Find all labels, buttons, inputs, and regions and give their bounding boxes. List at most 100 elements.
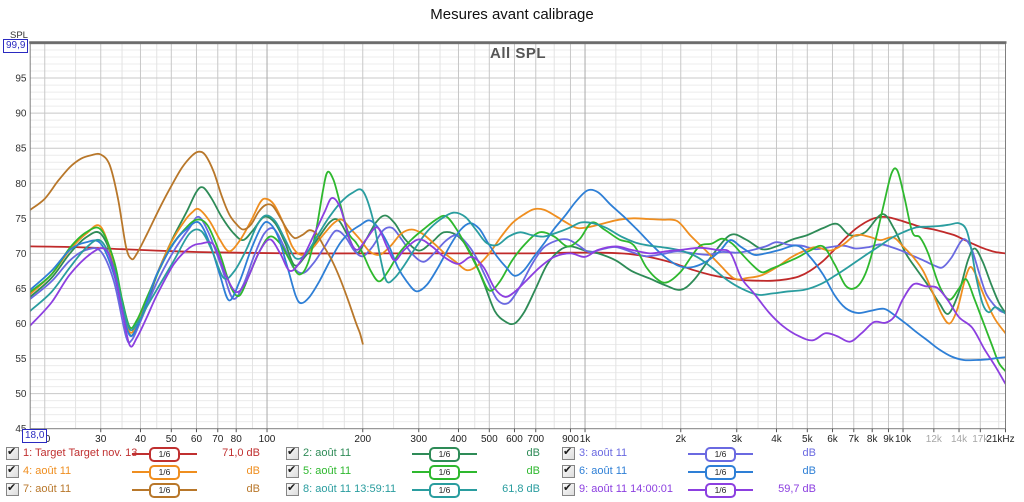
x-tick-label: 200: [354, 434, 371, 445]
smoothing-control-4[interactable]: 1/6: [132, 464, 197, 480]
legend-item-9: ✔ 9: août 11 14:00:01 1/6 59,7 dB: [560, 482, 838, 498]
smoothing-badge: 1/6: [429, 464, 460, 480]
check-icon: ✔: [563, 446, 573, 458]
check-icon: ✔: [287, 482, 297, 494]
check-icon: ✔: [287, 446, 297, 458]
y-tick-label: 50: [15, 389, 27, 400]
trace-checkbox-7[interactable]: ✔: [6, 482, 19, 496]
smoothing-control-2[interactable]: 1/6: [412, 446, 477, 462]
check-icon: ✔: [7, 482, 17, 494]
spl-chart[interactable]: 9590858075706560555045203040506070801002…: [0, 0, 1024, 445]
x-tick-label: 80: [231, 434, 243, 445]
smoothing-control-9[interactable]: 1/6: [688, 482, 753, 498]
chart-title: All SPL: [489, 45, 546, 62]
trace-label: 8: août 11 13:59:11: [303, 483, 397, 495]
smoothing-control-6[interactable]: 1/6: [688, 464, 753, 480]
trace-checkbox-8[interactable]: ✔: [286, 482, 299, 496]
trace-label: 1: Target Target nov. 13: [23, 447, 138, 459]
legend-item-3: ✔ 3: août 11 1/6 dB: [560, 446, 838, 462]
trace-checkbox-5[interactable]: ✔: [286, 464, 299, 478]
trace-label: 3: août 11: [579, 447, 628, 459]
x-tick-label: 300: [410, 434, 427, 445]
x-tick-label: 21kHz: [986, 434, 1014, 445]
x-tick-label: 600: [506, 434, 523, 445]
trace-label: 5: août 11: [303, 465, 352, 477]
x-axis-min-input[interactable]: 18,0: [22, 429, 48, 443]
x-tick-label: 9k: [883, 434, 895, 445]
legend-item-5: ✔ 5: août 11 1/6 dB: [284, 464, 562, 480]
x-tick-label: 50: [166, 434, 178, 445]
y-tick-label: 45: [15, 424, 27, 435]
trace-color-line: [180, 453, 197, 455]
curve-8: [30, 188, 1006, 332]
trace-label: 7: août 11: [23, 483, 72, 495]
y-tick-label: 80: [15, 179, 27, 190]
y-tick-label: 95: [15, 74, 27, 85]
smoothing-control-8[interactable]: 1/6: [412, 482, 477, 498]
legend-item-8: ✔ 8: août 11 13:59:11 1/6 61,8 dB: [284, 482, 562, 498]
check-icon: ✔: [7, 446, 17, 458]
trace-checkbox-3[interactable]: ✔: [562, 446, 575, 460]
y-tick-label: 90: [15, 109, 27, 120]
x-tick-label: 8k: [867, 434, 879, 445]
smoothing-badge: 1/6: [429, 446, 460, 462]
curve-7: [30, 150, 364, 345]
trace-level-value: 61,8 dB: [502, 483, 540, 495]
x-tick-label: 30: [95, 434, 107, 445]
trace-level-value: dB: [246, 483, 260, 495]
x-tick-label: 4k: [771, 434, 783, 445]
smoothing-badge: 1/6: [705, 464, 736, 480]
trace-color-line: [688, 471, 705, 473]
curve-9: [30, 197, 1006, 385]
x-tick-label: 500: [481, 434, 498, 445]
trace-checkbox-1[interactable]: ✔: [6, 446, 19, 460]
trace-color-line: [460, 453, 477, 455]
y-tick-label: 75: [15, 214, 27, 225]
trace-checkbox-9[interactable]: ✔: [562, 482, 575, 496]
x-tick-label: 2k: [675, 434, 687, 445]
trace-color-line: [132, 471, 149, 473]
curve-1: [30, 215, 1006, 282]
x-tick-label: 1k: [580, 434, 592, 445]
page-title: Mesures avant calibrage: [430, 6, 594, 23]
curves: [30, 150, 1006, 385]
check-icon: ✔: [287, 464, 297, 476]
trace-color-line: [736, 471, 753, 473]
x-tick-label: 400: [450, 434, 467, 445]
trace-level-value: dB: [246, 465, 260, 477]
y-tick-label: 85: [15, 144, 27, 155]
x-tick-label: 70: [212, 434, 224, 445]
x-tick-label: 40: [135, 434, 147, 445]
smoothing-badge: 1/6: [705, 446, 736, 462]
trace-color-line: [460, 489, 477, 491]
check-icon: ✔: [563, 482, 573, 494]
trace-checkbox-6[interactable]: ✔: [562, 464, 575, 478]
trace-color-line: [180, 489, 197, 491]
x-tick-label: 60: [191, 434, 203, 445]
trace-checkbox-2[interactable]: ✔: [286, 446, 299, 460]
trace-level-value: dB: [526, 447, 540, 459]
trace-label: 9: août 11 14:00:01: [579, 483, 673, 495]
smoothing-badge: 1/6: [149, 464, 180, 480]
x-tick-label: 10k: [895, 434, 912, 445]
trace-color-line: [688, 453, 705, 455]
smoothing-control-1[interactable]: 1/6: [132, 446, 197, 462]
x-tick-label: 6k: [827, 434, 839, 445]
trace-label: 6: août 11: [579, 465, 628, 477]
y-tick-label: 65: [15, 284, 27, 295]
x-tick-label: 100: [259, 434, 276, 445]
legend-item-1: ✔ 1: Target Target nov. 13 1/6 71,0 dB: [4, 446, 282, 462]
smoothing-badge: 1/6: [429, 482, 460, 498]
legend-item-2: ✔ 2: août 11 1/6 dB: [284, 446, 562, 462]
trace-checkbox-4[interactable]: ✔: [6, 464, 19, 478]
x-tick-label: 3k: [731, 434, 743, 445]
smoothing-control-7[interactable]: 1/6: [132, 482, 197, 498]
x-tick-label: 14k: [951, 434, 968, 445]
smoothing-control-5[interactable]: 1/6: [412, 464, 477, 480]
y-tick-label: 55: [15, 354, 27, 365]
y-axis-max-input[interactable]: 99,9: [3, 39, 29, 53]
curve-5: [30, 167, 1006, 373]
smoothing-control-3[interactable]: 1/6: [688, 446, 753, 462]
trace-color-line: [132, 489, 149, 491]
